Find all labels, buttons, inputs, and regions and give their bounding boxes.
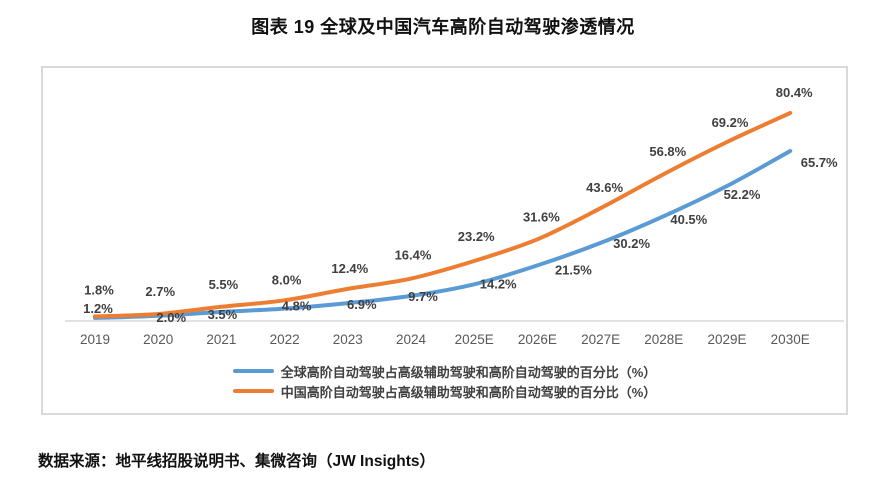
legend-label-china: 中国高阶自动驾驶占高级辅助驾驶和高阶自动驾驶的百分比（%） (280, 384, 657, 400)
legend-item-global: 全球高阶自动驾驶占高级辅助驾驶和高阶自动驾驶的百分比（%） (232, 361, 657, 381)
data-label: 1.2% (83, 301, 113, 316)
data-label: 52.2% (724, 187, 761, 202)
data-label: 65.7% (801, 155, 838, 170)
legend-label-global: 全球高阶自动驾驶占高级辅助驾驶和高阶自动驾驶的百分比（%） (280, 364, 657, 380)
data-label: 9.7% (408, 289, 438, 304)
chart-area: 1.2% 2.0% 3.5% 4.8% 6.9% 9.7% 14.2% 21.5% 30.2% 4… (41, 66, 848, 415)
axis-tick-label: 2028E (644, 332, 683, 347)
data-label: 21.5% (555, 262, 592, 277)
data-label: 4.8% (282, 299, 312, 314)
data-label: 40.5% (670, 212, 707, 227)
data-label: 23.2% (458, 229, 495, 244)
data-label: 8.0% (272, 272, 302, 287)
data-label: 14.2% (480, 276, 517, 291)
data-label: 5.5% (209, 277, 239, 292)
axis-tick-label: 2030E (771, 332, 810, 347)
axis-tick-label: 2026E (518, 332, 557, 347)
series-line-0 (93, 149, 793, 320)
figure-title: 图表 19 全球及中国汽车高阶自动驾驶渗透情况 (251, 17, 635, 37)
axis-tick-label: 2025E (455, 332, 494, 347)
axis-tick-label: 2027E (581, 332, 620, 347)
global-line-swatch-icon (232, 369, 274, 373)
axis-tick-label: 2023 (333, 332, 363, 347)
series-line-1 (93, 111, 793, 319)
axis-tick-label: 2024 (396, 332, 427, 347)
data-label: 31.6% (523, 209, 560, 224)
data-label: 56.8% (649, 144, 686, 159)
data-source-note: 数据来源：地平线招股说明书、集微咨询（JW Insights） (38, 453, 435, 470)
axis-tick-label: 2022 (270, 332, 300, 347)
data-label: 2.0% (156, 310, 186, 325)
axis-tick-label: 2019 (80, 332, 110, 347)
axis-tick-label: 2029E (707, 332, 746, 347)
data-label: 3.5% (208, 307, 238, 322)
legend-item-china: 中国高阶自动驾驶占高级辅助驾驶和高阶自动驾驶的百分比（%） (232, 381, 657, 401)
axis-tick-label: 2021 (206, 332, 236, 347)
data-label: 12.4% (331, 261, 368, 276)
data-label: 1.8% (84, 282, 114, 297)
data-label: 30.2% (613, 236, 650, 251)
china-line-swatch-icon (232, 389, 274, 393)
data-label: 69.2% (712, 115, 749, 130)
data-label: 43.6% (586, 180, 623, 195)
data-label: 6.9% (347, 297, 377, 312)
chart-legend: 全球高阶自动驾驶占高级辅助驾驶和高阶自动驾驶的百分比（%） 中国高阶自动驾驶占高… (43, 361, 846, 401)
data-label: 2.7% (145, 284, 175, 299)
data-label: 80.4% (776, 85, 813, 100)
axis-tick-label: 2020 (143, 332, 173, 347)
line-chart: 1.2% 2.0% 3.5% 4.8% 6.9% 9.7% 14.2% 21.5% 30.2% 4… (65, 85, 844, 347)
data-label: 16.4% (395, 248, 432, 263)
